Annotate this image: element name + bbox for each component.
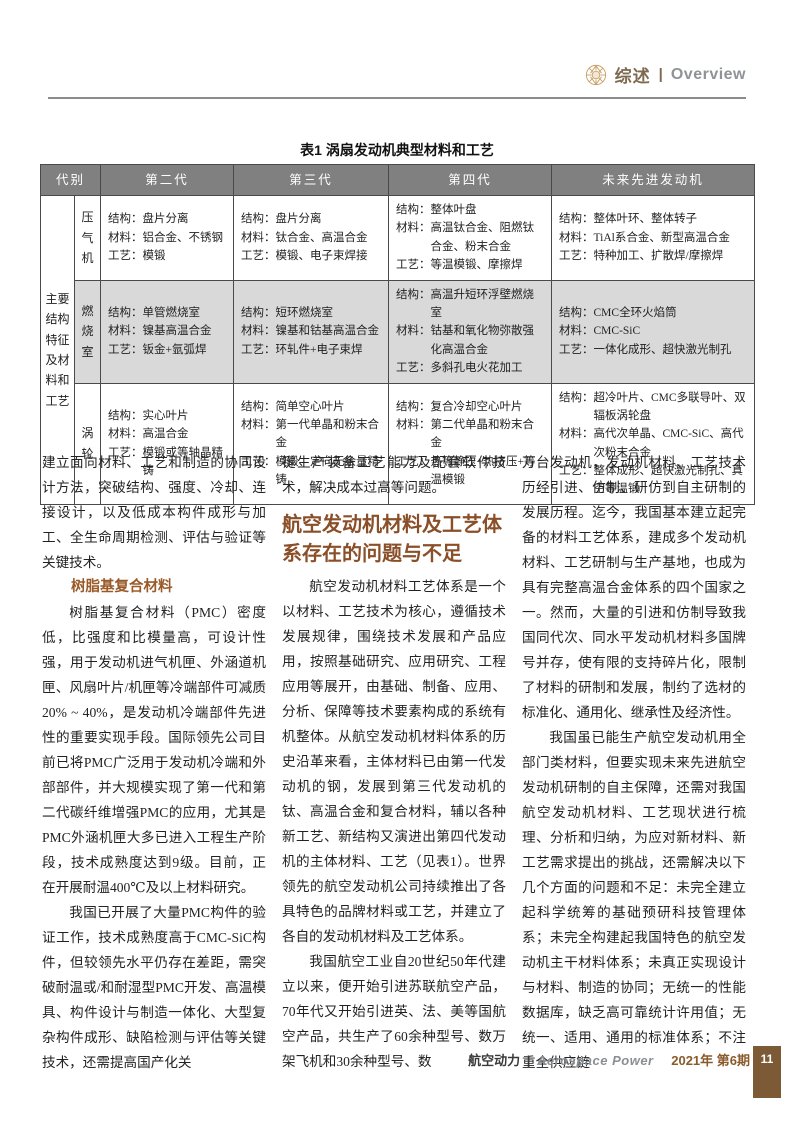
cell-compressor-gen4: 结构：整体叶盘 材料：高温钛合金、阻燃钛合金、粉末合金 工艺：等温模锻、摩擦焊 [388,195,553,281]
journal-name-cn: 航空动力 [468,1053,521,1068]
cell-turbine-gen2: 结构：实心叶片 材料：高温合金 工艺：模锻或等轴晶精铸 [100,382,235,505]
text-column-1: 建立面向材料、工艺和制造的协同设计方法，突破结构、强度、冷却、连接设计，以及低成… [42,450,266,1070]
paragraph: 我国虽已能生产航空发动机用全部门类材料，但要实现未来先进航空发动机研制的自主保障… [522,730,746,1070]
table-row-combustor: 燃烧室 结构：单管燃烧室 材料：镍基高温合金 工艺：钣金+氩弧焊 结构：短环燃烧室材… [41,279,756,384]
col-header-future: 未来先进发动机 [551,164,756,196]
paragraph: 树脂基复合材料（PMC）密度低，比强度和比模量高，可设计性强，用于发动机进气机匣… [42,605,266,895]
subheading-resin-matrix-composites: 树脂基复合材料 [71,579,173,595]
cell-turbine-gen3: 结构：简单空心叶片 材料：第一代单晶和粉末合金 工艺：模锻、定向无余量精铸 [233,382,390,505]
paragraph: 航空发动机材料工艺体系是一个以材料、工艺技术为核心，遵循技术发展规律，围绕技术发… [282,579,506,944]
cell-combustor-gen3: 结构：短环燃烧室 材料：镍基和钴基高温合金 工艺：环轧件+电子束焊 [233,279,390,384]
cell-combustor-future: 结构：CMC全环火焰筒 材料：CMC-SiC 工艺：一体化成形、超快激光制孔 [551,279,756,384]
issue-label: 2021年 第6期 [671,1053,750,1068]
table-caption: 表1 涡扇发动机典型材料和工艺 [300,142,494,158]
row-group-label: 主要结构特征及材料和工艺 [40,195,75,505]
paragraph: 万台发动机，发动机材料、工艺技术历经引进、仿制、研仿到自主研制的发展历程。迄今，… [522,455,746,720]
materials-table: 代别 第二代 第三代 第四代 未来先进发动机 主要结构特征及材料和工艺 压气机 … [39,164,756,505]
paragraph: 键生产装备工艺能力及配套软件技术，解决成本过高等问题。 [282,455,506,495]
paragraph: 建立面向材料、工艺和制造的协同设计方法，突破结构、强度、冷却、连接设计，以及低成… [42,455,266,570]
header-separator: | [658,66,663,83]
row-label-turbine: 涡轮 [73,382,102,505]
row-label-compressor: 压气机 [73,195,102,281]
journal-emblem-icon [585,64,606,85]
section-title-en: Overview [670,65,746,83]
cell-compressor-gen2: 结构：盘片分离 材料：铝合金、不锈钢 工艺：模锻 [100,195,235,281]
cell-compressor-future: 结构：整体叶环、整体转子 材料：TiAl系合金、新型高温合金 工艺：特种加工、扩散焊… [551,195,756,281]
col-header-gen3: 第三代 [233,164,390,196]
cell-combustor-gen4: 结构：高温升短环浮壁燃烧室 材料：钴基和氧化物弥散强化高温合金 工艺：多斜孔电火花加… [388,279,553,384]
section-title-cn: 综述 [614,67,651,86]
table-header-row: 代别 第二代 第三代 第四代 未来先进发动机 [39,164,756,196]
journal-name-en: Aerospace Power [537,1053,654,1068]
col-header-generation: 代别 [39,164,102,196]
paragraph: 我国航空工业自20世纪50年代建立以来，便开始引进苏联航空产品，70年代又开始引… [282,954,506,1069]
col-header-gen4: 第四代 [388,164,553,196]
cell-turbine-gen4: 结构：复合冷却空心叶片 材料：第二代单晶和粉末合金 工艺：热等静压+热挤压+等温模锻 [388,382,553,505]
section-heading-problems: 航空发动机材料及工艺体系存在的问题与不足 [282,514,502,565]
page-header: 综述 | Overview [48,62,746,99]
article-body: 建立面向材料、工艺和制造的协同设计方法，突破结构、强度、冷却、连接设计，以及低成… [42,450,746,1070]
row-label-combustor: 燃烧室 [73,279,102,384]
page-footer: 航空动力 | Aerospace Power 2021年 第6期 [0,1050,750,1069]
table-row-turbine: 涡轮 结构：实心叶片 材料：高温合金 工艺：模锻或等轴晶精铸 结构：简单空心叶片 材料… [41,382,756,505]
col-header-gen2: 第二代 [100,164,235,196]
text-column-3: 万台发动机，发动机材料、工艺技术历经引进、仿制、研仿到自主研制的发展历程。迄今，… [522,450,746,1070]
cell-combustor-gen2: 结构：单管燃烧室 材料：镍基高温合金 工艺：钣金+氩弧焊 [100,279,235,384]
page-number-badge: 11 [753,1046,781,1098]
paragraph: 我国已开展了大量PMC构件的验证工作，技术成熟度高于CMC-SiC构件，但较领先… [42,905,266,1070]
table-row-compressor: 主要结构特征及材料和工艺 压气机 结构：盘片分离 材料：铝合金、不锈钢 工艺：模锻 … [40,195,756,505]
cell-compressor-gen3: 结构：盘片分离 材料：钛合金、高温合金 工艺：模锻、电子束焊接 [233,195,390,281]
text-column-2: 键生产装备工艺能力及配套软件技术，解决成本过高等问题。 航空发动机材料及工艺体系… [282,450,506,1069]
cell-turbine-future: 结构：超冷叶片、CMC多联导叶、双辐板涡轮盘 材料：高代次单晶、CMC-SiC、高… [551,382,756,505]
footer-separator: | [526,1053,531,1068]
